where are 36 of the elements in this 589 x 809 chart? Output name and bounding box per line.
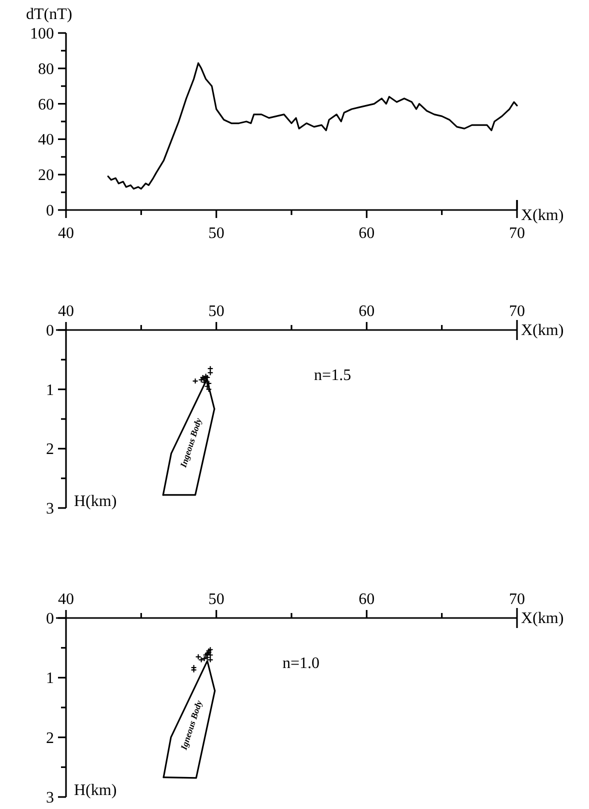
y-tick-label: 80 (38, 60, 54, 78)
y-tick-label: 0 (46, 610, 54, 628)
y-axis-title: H(km) (74, 493, 117, 510)
annotation: n=1.0 (282, 655, 320, 672)
x-tick-label: 40 (58, 591, 74, 608)
y-tick-label: 20 (38, 167, 54, 184)
y-tick-label: 2 (46, 441, 54, 458)
x-tick-label: 40 (58, 303, 74, 320)
y-axis-title: H(km) (74, 782, 117, 799)
annotation: n=1.5 (314, 366, 352, 384)
y-axis-title: dT(nT) (26, 6, 72, 23)
y-tick-label: 1 (46, 670, 54, 688)
annotation: Ingeous Body (178, 416, 204, 470)
x-tick-label: 50 (208, 303, 224, 320)
x-tick-label: 70 (509, 225, 525, 242)
x-tick-label: 70 (509, 591, 525, 608)
x-tick-label: 60 (358, 303, 375, 320)
x-axis-title: X(km) (521, 207, 564, 224)
x-axis-title: X(km) (521, 610, 564, 627)
y-tick-label: 60 (38, 96, 54, 114)
x-tick-label: 40 (58, 225, 74, 242)
x-tick-label: 50 (208, 591, 224, 608)
y-tick-label: 1 (46, 382, 54, 399)
x-tick-label: 50 (208, 225, 224, 242)
y-tick-label: 0 (46, 322, 54, 340)
x-axis-title: X(km) (521, 322, 564, 339)
y-tick-label: 0 (46, 202, 54, 220)
y-tick-label: 2 (46, 730, 54, 747)
x-tick-label: 60 (358, 225, 375, 242)
y-tick-label: 3 (46, 790, 54, 806)
x-tick-label: 60 (358, 591, 375, 608)
y-tick-label: 100 (30, 26, 54, 42)
x-tick-label: 70 (509, 303, 525, 320)
y-tick-label: 3 (46, 500, 54, 518)
annotation: Igneous Body (178, 698, 204, 752)
y-tick-label: 40 (38, 132, 54, 149)
